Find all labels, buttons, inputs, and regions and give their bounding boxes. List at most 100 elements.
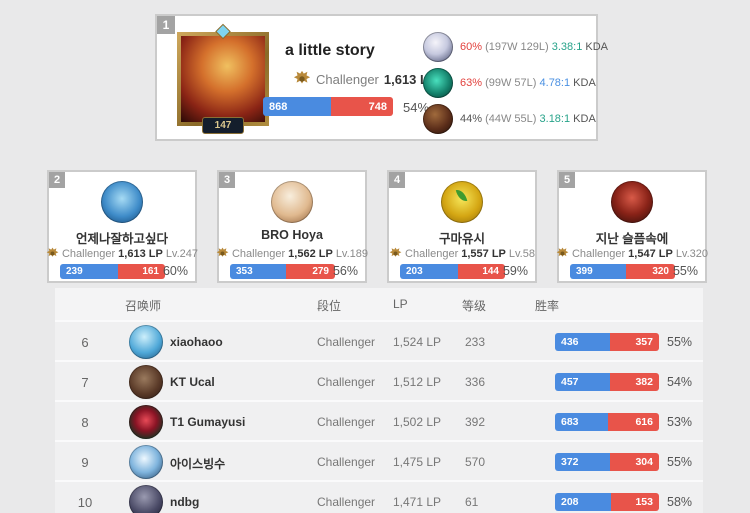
row-rank: 8 <box>81 415 89 430</box>
champion-record: (44W 55L) <box>485 113 537 125</box>
champion-kda-label: KDA <box>573 77 596 89</box>
lp-value: 1,562 LP <box>288 247 333 260</box>
champion-stat-row: 60% (197W 129L) 3.38:1 KDA <box>423 32 608 62</box>
losses-count: 161 <box>118 264 165 279</box>
row-rank: 10 <box>77 495 93 510</box>
leaderboard-row[interactable]: 6 xiaohaoo Challenger 1,524 LP 233 436 3… <box>55 320 703 360</box>
player-avatar <box>181 36 265 122</box>
champion-winrate: 44% <box>460 113 483 125</box>
player-avatar <box>441 181 483 223</box>
wins-count: 457 <box>555 373 610 391</box>
top5-player-card[interactable]: 3 BRO Hoya Challenger 1,562 LP Lv.189 35… <box>216 170 368 283</box>
winrate-percent: 53% <box>667 415 693 429</box>
leaderboard-row[interactable]: 8 T1 Gumayusi Challenger 1,502 LP 392 68… <box>55 400 703 440</box>
top5-cards-row: 2 언제나잘하고싶다 Challenger 1,613 LP Lv.247 23… <box>46 170 708 283</box>
tier-label: Challenger <box>317 455 376 469</box>
winrate-bar: 683 616 <box>555 413 659 431</box>
table-header-row: 召唤师 段位 LP 等级 胜率 <box>55 288 703 320</box>
level-value: 570 <box>465 455 486 469</box>
champion-kda-ratio: 3.38:1 <box>551 41 583 53</box>
row-rank: 6 <box>81 335 89 350</box>
champion-kda-ratio: 4.78:1 <box>539 77 571 89</box>
player-name[interactable]: a little story <box>285 42 375 59</box>
wins-count: 399 <box>570 264 626 279</box>
tier-line: Challenger 1,613 LP Lv.247 <box>46 247 199 260</box>
lp-value: 1,471 LP <box>393 495 442 509</box>
player-name[interactable]: 지난 슬픔속에 <box>595 232 669 246</box>
header-summoner: 召唤师 <box>125 299 162 313</box>
champion-winrate: 63% <box>460 77 483 89</box>
top5-player-card[interactable]: 2 언제나잘하고싶다 Challenger 1,613 LP Lv.247 23… <box>46 170 199 283</box>
tier-label: Challenger <box>316 71 379 87</box>
player-avatar <box>129 405 163 439</box>
player-name[interactable]: xiaohaoo <box>170 335 223 349</box>
top5-player-card[interactable]: 4 구마유시 Challenger 1,557 LP Lv.58 203 144… <box>387 170 537 283</box>
player-name[interactable]: ndbg <box>170 495 200 509</box>
wins-count: 436 <box>555 333 610 351</box>
tier-line: Challenger 1,613 LP <box>293 70 437 88</box>
challenger-crest-icon <box>216 247 229 260</box>
player-name[interactable]: 아이스빙수 <box>170 457 226 471</box>
champion-icon <box>423 104 453 134</box>
player-name[interactable]: 구마유시 <box>438 232 485 246</box>
top5-player-card[interactable]: 5 지난 슬픔속에 Challenger 1,547 LP Lv.320 399… <box>556 170 708 283</box>
player-name[interactable]: BRO Hoya <box>261 228 323 242</box>
player-name[interactable]: 언제나잘하고싶다 <box>75 232 168 246</box>
leaderboard-row[interactable]: 7 KT Ucal Challenger 1,512 LP 336 457 38… <box>55 360 703 400</box>
tier-label: Challenger <box>317 415 376 429</box>
winrate-percent: 55% <box>667 335 693 349</box>
losses-count: 748 <box>331 97 393 116</box>
lp-value: 1,613 LP <box>118 247 163 260</box>
player-name[interactable]: T1 Gumayusi <box>170 415 246 429</box>
champion-stat-row: 63% (99W 57L) 4.78:1 KDA <box>423 68 608 98</box>
tier-line: Challenger 1,562 LP Lv.189 <box>216 247 368 260</box>
wins-count: 372 <box>555 453 610 471</box>
winrate-bar: 208 153 <box>555 493 659 511</box>
row-rank: 9 <box>81 455 89 470</box>
wins-count: 683 <box>555 413 609 431</box>
wins-count: 353 <box>230 264 286 279</box>
player-avatar <box>101 181 143 223</box>
winrate-bar: 372 304 <box>555 453 659 471</box>
leaderboard-table: 召唤师 段位 LP 等级 胜率 6 xiaohaoo Challenger 1,… <box>55 288 703 513</box>
wins-count: 203 <box>400 264 458 279</box>
challenger-crest-icon <box>46 247 59 260</box>
champion-stats-list: 60% (197W 129L) 3.38:1 KDA 63% (99W 57L)… <box>423 32 608 134</box>
rank1-player-card[interactable]: 1 147 a little story Challenger 1,613 LP… <box>155 14 608 141</box>
challenger-crest-icon <box>556 247 569 260</box>
lp-value: 1,547 LP <box>628 247 673 260</box>
winrate-bar: 353 279 <box>230 264 335 279</box>
player-avatar <box>129 445 163 479</box>
rank-badge: 1 <box>157 16 175 34</box>
lp-value: 1,475 LP <box>393 455 442 469</box>
wins-count: 239 <box>60 264 119 279</box>
wins-count: 868 <box>263 97 332 116</box>
level-value: Lv.247 <box>165 247 199 260</box>
losses-count: 382 <box>609 373 659 391</box>
champion-icon <box>423 32 453 62</box>
champion-stat-row: 44% (44W 55L) 3.18:1 KDA <box>423 104 608 134</box>
player-name[interactable]: KT Ucal <box>170 375 215 389</box>
header-level: 等级 <box>462 299 487 313</box>
tier-line: Challenger 1,557 LP Lv.58 <box>389 247 535 260</box>
tier-label: Challenger <box>317 375 376 389</box>
leaderboard-row[interactable]: 10 ndbg Challenger 1,471 LP 61 208 153 5… <box>55 480 703 513</box>
winrate-percent: 54% <box>667 375 693 389</box>
losses-count: 144 <box>457 264 505 279</box>
leaderboard-row[interactable]: 9 아이스빙수 Challenger 1,475 LP 570 372 304 … <box>55 440 703 480</box>
losses-count: 279 <box>285 264 335 279</box>
winrate-percent: 60% <box>162 264 188 278</box>
losses-count: 304 <box>609 453 659 471</box>
champion-winrate: 60% <box>460 41 483 53</box>
level-value: 233 <box>465 335 486 349</box>
winrate-bar: 868 748 <box>263 97 393 116</box>
header-winrate: 胜率 <box>535 299 560 313</box>
tier-label: Challenger <box>571 247 626 260</box>
winrate-bar: 239 161 <box>60 264 165 279</box>
winrate-bar: 203 144 <box>400 264 505 279</box>
tier-label: Challenger <box>61 247 116 260</box>
winrate-bar: 399 320 <box>570 264 675 279</box>
header-lp: LP <box>393 297 408 311</box>
winrate-percent: 54% <box>403 100 430 115</box>
